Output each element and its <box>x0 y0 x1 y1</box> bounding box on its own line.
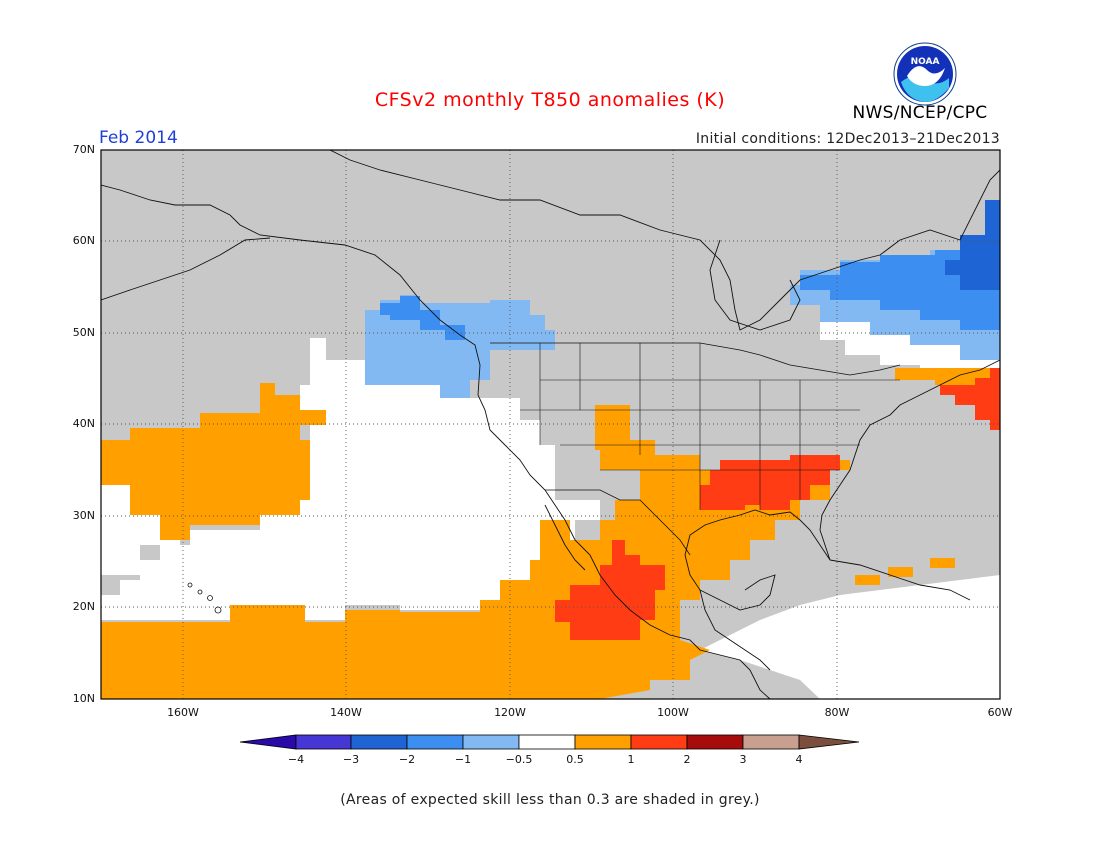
near-normal-area-west <box>101 338 600 620</box>
negative-anomaly-labrador-core <box>945 200 1000 290</box>
baja-coast <box>544 504 586 571</box>
page-title: CFSv2 monthly T850 anomalies (K) <box>374 89 726 111</box>
svg-text:NOAA: NOAA <box>911 57 940 67</box>
lat-label-40n: 40N <box>72 417 95 430</box>
lat-label-70n: 70N <box>72 143 95 156</box>
lon-label-160w: 160W <box>167 706 199 719</box>
negative-anomaly-northwest <box>365 295 555 398</box>
colorbar-label: 2 <box>683 753 691 766</box>
state-lines <box>520 343 900 510</box>
colorbar-box-7 <box>630 734 688 750</box>
coastlines <box>101 150 1000 699</box>
colorbar-box-3 <box>406 734 464 750</box>
colorbar-label: 4 <box>795 753 803 766</box>
strong-positive-anomaly-southeast <box>700 455 840 510</box>
negative-anomaly-northwest-core <box>380 296 465 340</box>
positive-anomaly-atlantic-small <box>855 575 880 585</box>
noaa-logo-icon: NOAA <box>893 42 957 106</box>
us-canada-border <box>490 342 901 376</box>
cuba-coast <box>829 559 971 601</box>
colorbar-label: 1 <box>627 753 635 766</box>
positive-anomaly-atlantic-small-3 <box>930 558 955 568</box>
colorbar <box>239 734 860 750</box>
agency-label: NWS/NCEP/CPC <box>852 103 988 123</box>
initial-conditions: Initial conditions: 12Dec2013–21Dec2013 <box>695 131 1000 147</box>
skill-note: (Areas of expected skill less than 0.3 a… <box>340 792 760 808</box>
near-normal-area-pacific-left <box>101 485 180 575</box>
lat-label-10n: 10N <box>72 692 95 705</box>
negative-anomaly-northeast-mid <box>800 210 1000 330</box>
lon-label-80w: 80W <box>824 706 850 719</box>
colorbar-label: 3 <box>739 753 747 766</box>
lon-label-100w: 100W <box>657 706 689 719</box>
colorbar-label: −3 <box>342 753 360 766</box>
near-normal-area-quebec <box>820 322 1000 370</box>
lon-label-60w: 60W <box>987 706 1013 719</box>
lat-label-50n: 50N <box>72 326 95 339</box>
lat-label-20n: 20N <box>72 600 95 613</box>
alaska-coast <box>101 184 771 699</box>
colorbar-box-8 <box>686 734 744 750</box>
political-borders <box>490 342 901 556</box>
colorbar-label: −0.5 <box>505 753 533 766</box>
lon-label-120w: 120W <box>494 706 526 719</box>
colorbar-box-9 <box>742 734 800 750</box>
gulf-coast <box>699 574 776 611</box>
colorbar-label: −4 <box>287 753 305 766</box>
colorbar-label: 0.5 <box>566 753 584 766</box>
colorbar-box-5 <box>518 734 576 750</box>
colorbar-high-triangle <box>798 734 860 750</box>
alaska-peninsula <box>101 237 271 301</box>
east-coast <box>684 359 1000 671</box>
colorbar-low-triangle <box>239 734 297 750</box>
colorbar-label: −1 <box>454 753 472 766</box>
positive-anomaly-tropical-pacific <box>101 405 850 699</box>
colorbar-box-1 <box>295 734 352 750</box>
strong-positive-anomaly-northeast <box>940 368 1000 430</box>
hudson-bay <box>709 239 801 331</box>
positive-anomaly-atlantic-small-2 <box>888 567 913 577</box>
map-frame <box>100 149 1001 700</box>
forecast-month: Feb 2014 <box>99 128 178 148</box>
arctic-coast <box>329 150 1000 331</box>
lat-label-60n: 60N <box>72 234 95 247</box>
lon-label-140w: 140W <box>330 706 362 719</box>
hawaii-islands <box>187 582 222 614</box>
colorbar-box-2 <box>350 734 408 750</box>
colorbar-label: −2 <box>398 753 416 766</box>
near-normal-area-caribbean <box>700 575 1000 699</box>
us-mexico-border <box>545 489 691 556</box>
strong-positive-anomaly-mexico <box>555 540 665 640</box>
colorbar-box-6 <box>574 734 632 750</box>
lat-label-30n: 30N <box>72 509 95 522</box>
positive-anomaly-pacific <box>101 383 326 540</box>
colorbar-box-4 <box>462 734 520 750</box>
